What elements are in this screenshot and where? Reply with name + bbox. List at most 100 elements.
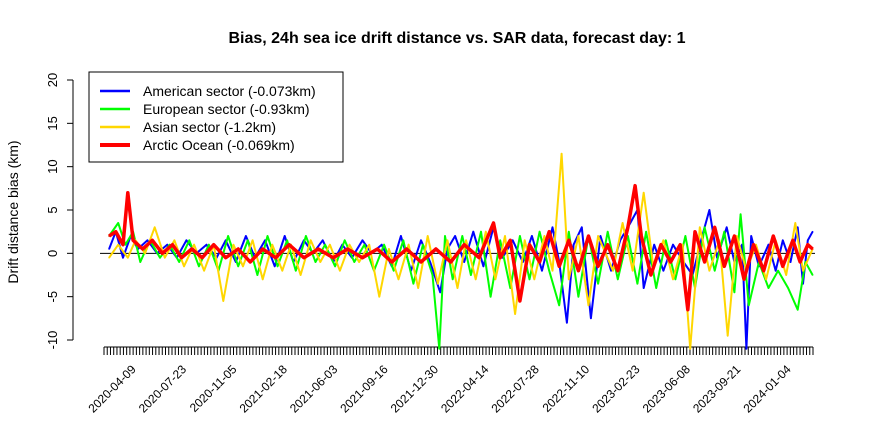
data-point	[774, 269, 777, 272]
data-point	[205, 243, 208, 246]
data-point	[319, 261, 322, 263]
data-point	[811, 230, 814, 233]
data-point	[256, 274, 259, 276]
data-point	[568, 230, 570, 233]
data-point	[426, 235, 429, 237]
data-point	[332, 256, 335, 259]
data-point	[681, 243, 684, 246]
data-point	[232, 243, 235, 246]
data-point	[266, 235, 269, 237]
data-point	[309, 239, 312, 242]
data-point	[247, 239, 249, 242]
data-point	[660, 243, 662, 246]
data-point	[146, 239, 149, 242]
data-point	[402, 239, 405, 242]
data-point	[531, 235, 533, 237]
data-point	[689, 347, 691, 350]
data-point	[273, 265, 276, 268]
data-point	[807, 243, 809, 246]
data-point	[353, 261, 356, 263]
data-point	[180, 256, 183, 259]
data-point	[245, 235, 247, 237]
x-tick-label: 2021-06-03	[287, 362, 341, 416]
data-point	[733, 235, 736, 237]
data-point	[723, 265, 726, 268]
data-point	[745, 347, 748, 350]
data-point	[640, 235, 643, 237]
x-tick-label: 2021-09-16	[337, 362, 391, 416]
data-point	[617, 278, 619, 281]
data-point	[108, 235, 110, 237]
data-point	[796, 226, 799, 229]
data-point	[782, 239, 784, 242]
data-point	[551, 269, 554, 272]
data-point	[474, 278, 477, 281]
data-point	[437, 282, 439, 285]
data-point	[519, 235, 521, 237]
data-point	[271, 243, 274, 246]
data-point	[435, 248, 437, 250]
data-point	[796, 308, 799, 311]
data-point	[222, 300, 225, 302]
data-point	[237, 248, 239, 250]
data-point	[422, 243, 424, 246]
data-point	[251, 239, 254, 242]
data-point	[407, 243, 410, 246]
data-point	[190, 248, 193, 250]
data-point	[739, 213, 742, 216]
data-point	[472, 230, 475, 233]
data-point	[807, 239, 809, 242]
data-point	[662, 239, 665, 242]
data-point	[127, 256, 129, 259]
data-point	[317, 248, 320, 250]
data-point	[227, 235, 229, 237]
data-point	[321, 239, 324, 242]
series-0	[108, 209, 814, 350]
data-point	[610, 269, 612, 272]
data-point	[597, 235, 599, 237]
data-point	[378, 295, 381, 298]
data-point	[723, 230, 726, 233]
data-point	[752, 243, 755, 246]
data-point	[117, 222, 119, 224]
data-point	[463, 243, 466, 246]
data-point	[560, 152, 563, 155]
series-line	[108, 213, 814, 350]
data-point	[461, 235, 464, 237]
data-point	[694, 230, 696, 233]
data-point	[127, 191, 129, 194]
data-point	[470, 274, 472, 276]
data-point	[339, 269, 341, 272]
data-point	[708, 209, 711, 211]
data-point	[141, 248, 144, 250]
x-tick-label: 2022-04-14	[438, 362, 492, 416]
data-point	[699, 226, 701, 229]
data-point	[164, 256, 166, 259]
data-point	[412, 282, 415, 285]
data-point	[420, 239, 422, 242]
data-point	[159, 256, 161, 259]
data-point	[299, 274, 302, 276]
data-point	[485, 230, 487, 233]
data-point	[558, 265, 560, 268]
data-point	[743, 278, 745, 281]
data-point	[590, 317, 592, 320]
data-point	[631, 269, 634, 272]
series-line	[108, 183, 814, 312]
data-point	[482, 265, 485, 268]
data-point	[397, 278, 400, 281]
data-point	[348, 243, 351, 246]
legend: American sector (-0.073km) European secto…	[88, 71, 344, 163]
data-point	[276, 265, 279, 268]
data-point	[249, 261, 251, 263]
data-point	[566, 321, 568, 324]
data-point	[124, 243, 127, 246]
data-point	[463, 261, 466, 263]
data-point	[329, 243, 331, 246]
data-point	[185, 239, 188, 242]
data-point	[519, 300, 521, 302]
data-point	[261, 248, 264, 250]
data-point	[587, 304, 590, 307]
data-point	[405, 248, 408, 250]
